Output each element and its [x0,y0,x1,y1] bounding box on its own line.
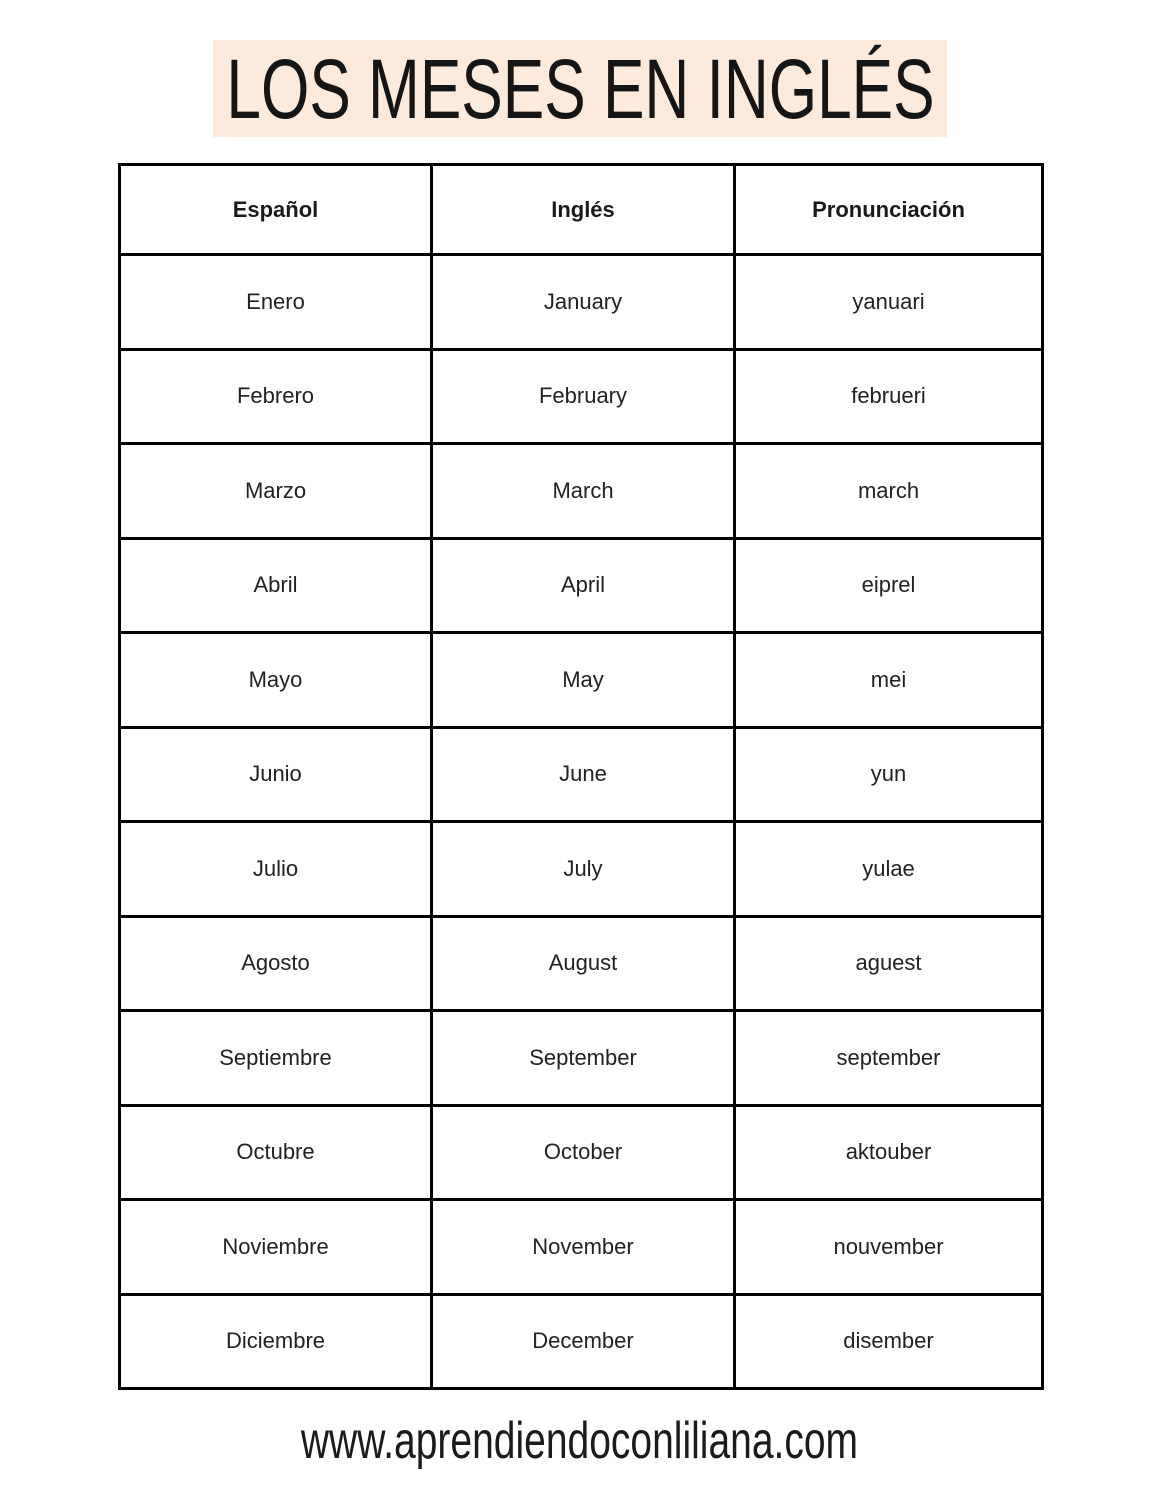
footer: www.aprendiendoconliliana.com [0,1415,1159,1467]
table-cell: Noviembre [118,1198,433,1296]
table-cell: June [430,725,736,823]
table-cell: September [430,1009,736,1107]
table-row: Febrero February februeri [118,347,1044,445]
table-body: Enero January yanuari Febrero February februe… [118,253,1044,1390]
months-table: Español Inglés Pronunciación Enero Januar… [118,163,1044,1390]
table-cell: disember [733,1292,1044,1390]
table-cell: August [430,914,736,1012]
table-cell: march [733,442,1044,540]
table-row: Septiembre September september [118,1009,1044,1107]
table-cell: Julio [118,820,433,918]
table-cell: Marzo [118,442,433,540]
table-cell: Abril [118,536,433,634]
table-row: Abril April eiprel [118,536,1044,634]
table-cell: Diciembre [118,1292,433,1390]
table-cell: December [430,1292,736,1390]
table-header-row: Español Inglés Pronunciación [118,163,1044,256]
table-cell: Octubre [118,1103,433,1201]
table-cell: februeri [733,347,1044,445]
table-cell: Agosto [118,914,433,1012]
table-cell: November [430,1198,736,1296]
table-cell: september [733,1009,1044,1107]
table-cell: Enero [118,253,433,351]
table-cell: April [430,536,736,634]
table-cell: May [430,631,736,729]
table-row: Agosto August aguest [118,914,1044,1012]
header-cell-espanol: Español [118,163,433,256]
table-cell: yun [733,725,1044,823]
header-cell-ingles: Inglés [430,163,736,256]
page-title: LOS MESES EN INGLÉS [225,41,935,136]
table-row: Mayo May mei [118,631,1044,729]
table-cell: February [430,347,736,445]
table-row: Enero January yanuari [118,253,1044,351]
table-row: Noviembre November nouvember [118,1198,1044,1296]
table-cell: nouvember [733,1198,1044,1296]
table-cell: July [430,820,736,918]
footer-url: www.aprendiendoconliliana.com [300,1412,859,1470]
table-cell: January [430,253,736,351]
table-row: Marzo March march [118,442,1044,540]
table-cell: October [430,1103,736,1201]
table-cell: Mayo [118,631,433,729]
table-cell: mei [733,631,1044,729]
table-row: Junio June yun [118,725,1044,823]
table-cell: Febrero [118,347,433,445]
table-cell: yulae [733,820,1044,918]
table-cell: Septiembre [118,1009,433,1107]
title-banner: LOS MESES EN INGLÉS [213,40,947,137]
table-cell: eiprel [733,536,1044,634]
table-row: Diciembre December disember [118,1292,1044,1390]
table-cell: Junio [118,725,433,823]
table-cell: March [430,442,736,540]
table-cell: aguest [733,914,1044,1012]
table-cell: aktouber [733,1103,1044,1201]
table-cell: yanuari [733,253,1044,351]
header-cell-pronunciacion: Pronunciación [733,163,1044,256]
table-row: Julio July yulae [118,820,1044,918]
table-row: Octubre October aktouber [118,1103,1044,1201]
